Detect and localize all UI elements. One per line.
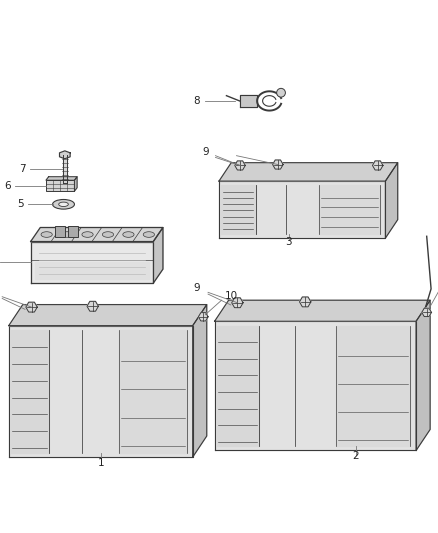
Polygon shape — [87, 301, 99, 311]
Polygon shape — [74, 177, 77, 191]
Polygon shape — [319, 185, 381, 233]
Polygon shape — [153, 228, 163, 283]
Text: 7: 7 — [19, 164, 25, 174]
Polygon shape — [11, 330, 49, 453]
Polygon shape — [9, 326, 193, 457]
Polygon shape — [422, 308, 431, 317]
Polygon shape — [193, 304, 207, 457]
Ellipse shape — [59, 202, 68, 206]
Polygon shape — [385, 163, 398, 238]
Polygon shape — [31, 241, 153, 283]
Polygon shape — [416, 300, 430, 450]
Circle shape — [277, 88, 286, 97]
Ellipse shape — [53, 199, 74, 209]
Polygon shape — [46, 177, 77, 180]
Text: 9: 9 — [194, 282, 201, 293]
Polygon shape — [9, 304, 207, 326]
Polygon shape — [240, 95, 257, 107]
Polygon shape — [35, 262, 149, 279]
Ellipse shape — [82, 232, 93, 237]
FancyBboxPatch shape — [55, 227, 64, 237]
FancyBboxPatch shape — [68, 227, 78, 237]
Ellipse shape — [123, 232, 134, 237]
Polygon shape — [26, 302, 37, 312]
Text: 2: 2 — [352, 451, 359, 461]
Polygon shape — [232, 298, 243, 308]
Polygon shape — [300, 297, 311, 307]
Polygon shape — [215, 321, 416, 450]
Polygon shape — [60, 151, 70, 159]
FancyBboxPatch shape — [46, 180, 74, 191]
Ellipse shape — [143, 232, 155, 237]
Ellipse shape — [102, 232, 113, 237]
Polygon shape — [219, 163, 398, 181]
Polygon shape — [119, 330, 187, 453]
Polygon shape — [272, 160, 283, 169]
Polygon shape — [336, 326, 410, 446]
Text: 1: 1 — [97, 458, 104, 468]
Polygon shape — [219, 181, 385, 238]
Ellipse shape — [41, 232, 52, 237]
Polygon shape — [31, 228, 163, 241]
Polygon shape — [372, 161, 383, 170]
Text: 6: 6 — [4, 181, 11, 191]
Polygon shape — [198, 313, 208, 321]
Polygon shape — [221, 185, 256, 233]
Text: 3: 3 — [286, 237, 292, 247]
Ellipse shape — [61, 232, 73, 237]
Text: 5: 5 — [18, 199, 24, 209]
Text: 9: 9 — [202, 147, 209, 157]
Polygon shape — [215, 300, 430, 321]
Polygon shape — [217, 326, 259, 446]
Text: 10: 10 — [225, 291, 238, 301]
Polygon shape — [235, 161, 245, 170]
Text: 8: 8 — [194, 96, 200, 106]
